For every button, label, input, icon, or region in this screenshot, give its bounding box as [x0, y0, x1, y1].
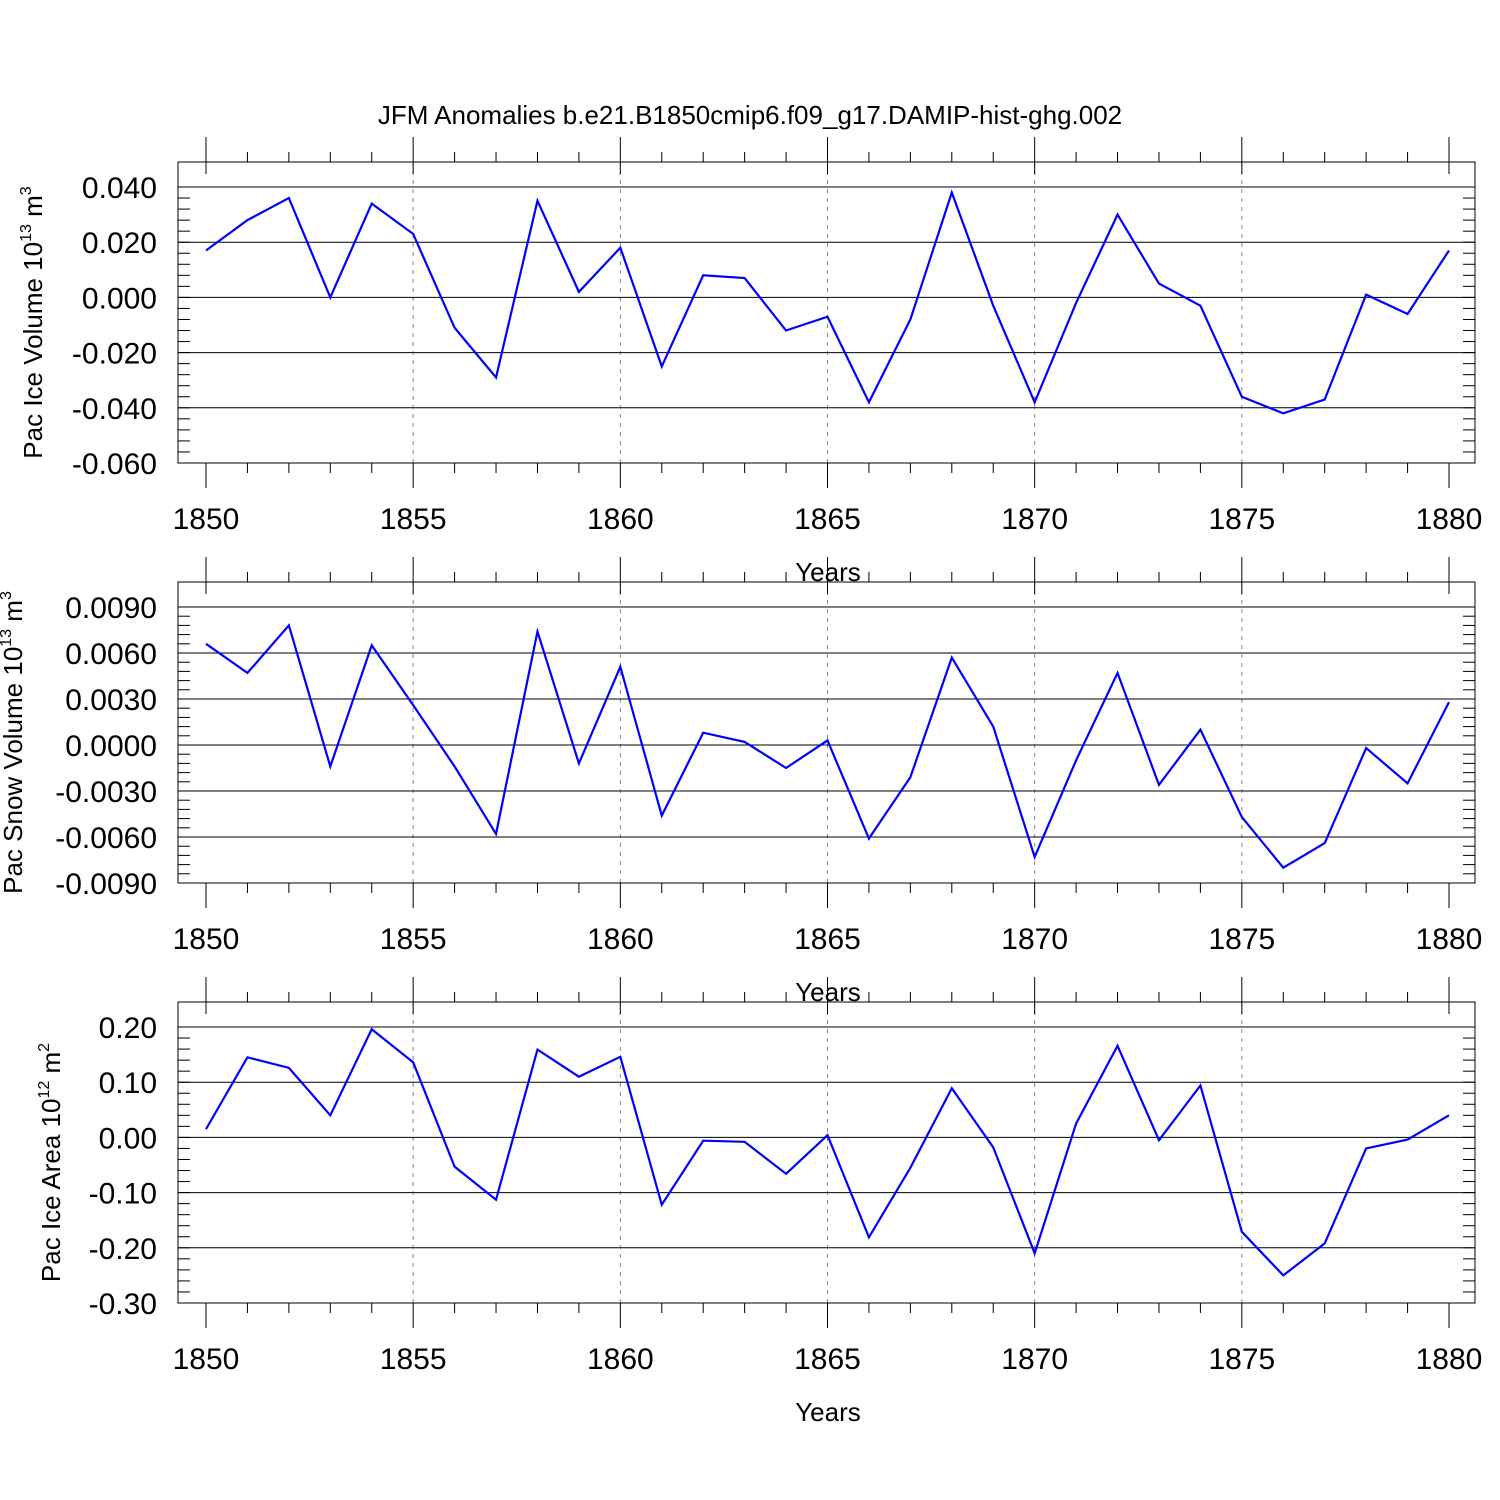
series-line-snow-volume: [205, 623, 1450, 870]
y-tick-label: -0.20: [89, 1233, 157, 1266]
x-tick-label: 1850: [173, 1343, 240, 1376]
y-tick-label: -0.020: [72, 338, 157, 371]
x-tick-label: 1880: [1416, 923, 1483, 956]
x-tick-label: 1860: [587, 923, 654, 956]
y-tick-label: 0.000: [82, 282, 157, 315]
x-tick-label: 1860: [587, 503, 654, 536]
y-tick-label: 0.040: [82, 172, 157, 205]
y-tick-label: -0.0030: [55, 776, 157, 809]
panel-ice-volume: 0.040 0.020 0.000 -0.020 -0.040 -0.060 1850 185…: [18, 137, 1482, 587]
x-tick-label: 1855: [380, 503, 447, 536]
y-tick-label: 0.00: [99, 1122, 157, 1155]
x-tick-label: 1880: [1416, 1343, 1483, 1376]
x-tick-label: 1850: [173, 503, 240, 536]
y-tick-label: 0.10: [99, 1067, 157, 1100]
x-tick-label: 1865: [794, 923, 861, 956]
x-tick-label: 1880: [1416, 503, 1483, 536]
x-tick-label: 1850: [173, 923, 240, 956]
y-axis-label: Pac Snow Volume 1013 m3: [0, 591, 28, 894]
y-tick-label: 0.020: [82, 227, 157, 260]
x-tick-label: 1870: [1001, 923, 1068, 956]
y-tick-label: -0.0090: [55, 868, 157, 901]
y-tick-label: 0.0090: [65, 592, 157, 625]
x-tick-label: 1870: [1001, 503, 1068, 536]
plot-frame: [177, 1001, 1476, 1304]
figure-title: JFM Anomalies b.e21.B1850cmip6.f09_g17.D…: [378, 100, 1122, 130]
y-tick-label: -0.10: [89, 1178, 157, 1211]
plot-frame: [177, 581, 1476, 884]
x-axis-label: Years: [795, 1397, 861, 1427]
x-tick-label: 1870: [1001, 1343, 1068, 1376]
x-tick-label: 1875: [1208, 923, 1275, 956]
x-tick-label: 1875: [1208, 1343, 1275, 1376]
x-tick-label: 1865: [794, 503, 861, 536]
panel-snow-volume: 0.0090 0.0060 0.0030 0.0000 -0.0030 -0.0060 -0…: [0, 557, 1482, 1007]
panel-ice-area: 0.20 0.10 0.00 -0.10 -0.20 -0.30 1850 1855 1860 1…: [36, 977, 1482, 1427]
x-tick-label: 1855: [380, 1343, 447, 1376]
x-tick-label: 1875: [1208, 503, 1275, 536]
y-tick-label: -0.30: [89, 1288, 157, 1321]
plot-frame: [177, 161, 1476, 464]
y-tick-label: -0.040: [72, 393, 157, 426]
y-axis-label: Pac Ice Area 1012 m2: [36, 1043, 66, 1282]
x-tick-label: 1855: [380, 923, 447, 956]
x-tick-label: 1860: [587, 1343, 654, 1376]
x-tick-label: 1865: [794, 1343, 861, 1376]
y-tick-label: -0.060: [72, 448, 157, 481]
series-line-ice-area: [205, 1027, 1450, 1277]
series-line-ice-volume: [205, 189, 1450, 415]
y-tick-label: 0.20: [99, 1012, 157, 1045]
y-axis-label: Pac Ice Volume 1013 m3: [18, 186, 48, 459]
y-tick-label: 0.0060: [65, 638, 157, 671]
y-tick-label: 0.0000: [65, 730, 157, 763]
y-tick-label: 0.0030: [65, 684, 157, 717]
y-tick-label: -0.0060: [55, 822, 157, 855]
